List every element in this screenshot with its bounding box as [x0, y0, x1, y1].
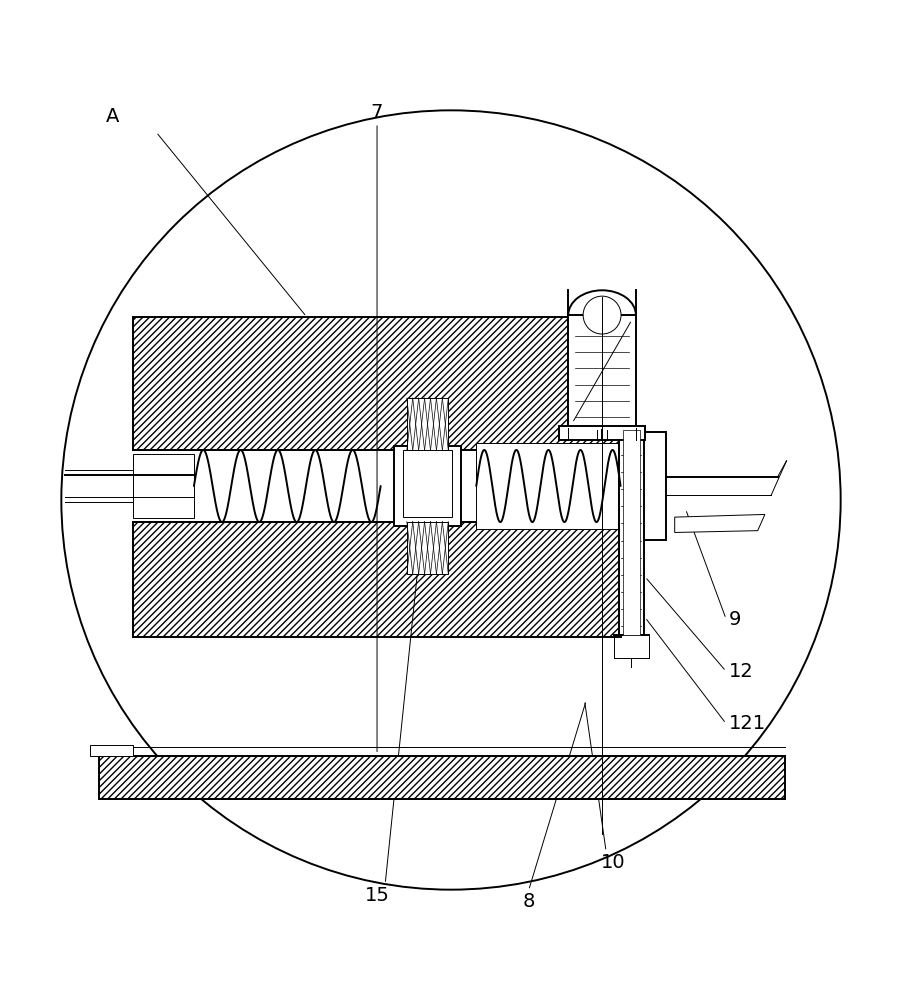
Text: 7: 7 — [371, 103, 383, 122]
Bar — [568, 315, 636, 428]
Text: 15: 15 — [364, 886, 390, 905]
Bar — [619, 430, 644, 635]
Circle shape — [61, 110, 841, 890]
Bar — [90, 745, 133, 756]
Bar — [619, 432, 666, 540]
Circle shape — [584, 296, 621, 334]
Bar — [402, 450, 453, 517]
Bar — [133, 522, 621, 637]
Text: 10: 10 — [601, 853, 626, 872]
Text: 121: 121 — [729, 714, 766, 733]
Bar — [99, 756, 785, 799]
Text: A: A — [106, 107, 119, 126]
Text: 12: 12 — [729, 662, 753, 681]
Bar — [133, 317, 621, 450]
Bar — [407, 522, 448, 574]
Polygon shape — [675, 514, 765, 532]
Bar — [623, 430, 640, 635]
Bar — [393, 446, 461, 526]
Bar — [476, 443, 619, 529]
Bar — [559, 426, 645, 440]
Bar — [133, 454, 194, 518]
Bar — [133, 317, 621, 450]
Text: 9: 9 — [729, 610, 741, 629]
Bar — [99, 756, 785, 799]
Bar — [133, 522, 621, 637]
Text: 8: 8 — [522, 892, 535, 911]
Bar — [407, 398, 448, 450]
